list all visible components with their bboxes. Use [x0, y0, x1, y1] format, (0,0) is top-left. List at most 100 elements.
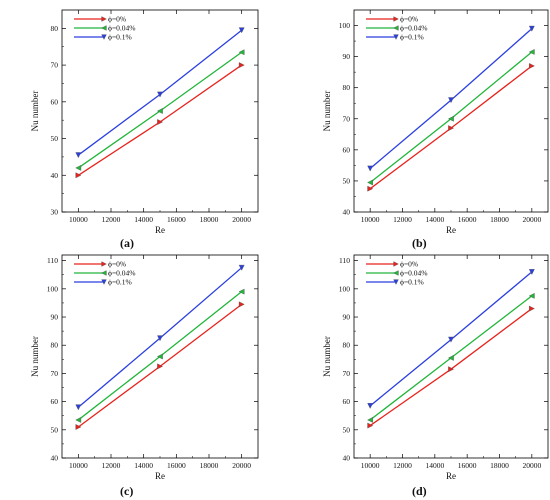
- legend-entry: ϕ=0.04%: [108, 24, 136, 33]
- data-point: [447, 115, 454, 122]
- series-line-1: [77, 64, 243, 176]
- x-axis-label: Re: [446, 225, 456, 235]
- y-tick-label: 40: [51, 454, 59, 463]
- data-point: [75, 172, 82, 179]
- legend-entry: ϕ=0.1%: [108, 33, 132, 42]
- x-tick-label: 16000: [167, 461, 186, 470]
- data-point: [157, 335, 163, 342]
- x-tick-label: 12000: [393, 215, 412, 224]
- panel-label-d: (d): [412, 484, 427, 498]
- y-tick-label: 30: [51, 208, 59, 217]
- legend-entry: ϕ=0%: [400, 260, 418, 269]
- x-tick-label: 12000: [393, 461, 412, 470]
- data-point: [238, 49, 245, 56]
- legend-entry: ϕ=0%: [108, 260, 126, 269]
- data-point: [528, 49, 535, 55]
- data-point: [157, 363, 164, 370]
- y-axis-label: Nu number: [322, 91, 332, 132]
- y-tick-label: 60: [343, 145, 351, 154]
- y-tick-label: 50: [51, 134, 59, 143]
- panel-label-c: (c): [120, 484, 134, 498]
- legend-entry: ϕ=0.1%: [400, 278, 424, 287]
- data-point: [528, 269, 535, 275]
- legend-marker: [393, 279, 399, 285]
- data-point: [448, 366, 455, 373]
- chart-panel-1: 10000 12000 14000 16000 18000 20000 30 40 50 60 70…: [30, 9, 259, 235]
- chart-panel-4: 10000 12000 14000 16000 18000 20000 40 50 60 70 80…: [322, 254, 549, 481]
- legend-marker: [101, 279, 107, 285]
- data-point: [75, 417, 82, 423]
- data-point: [238, 288, 245, 295]
- data-point: [75, 404, 82, 411]
- y-tick-label: 50: [343, 425, 351, 434]
- data-point: [529, 63, 535, 69]
- series-line-1: [369, 308, 533, 427]
- y-tick-label: 60: [51, 97, 59, 106]
- x-tick-label: 14000: [425, 215, 444, 224]
- y-axis-label: Nu number: [30, 91, 40, 132]
- data-point: [529, 305, 535, 312]
- x-tick-label: 14000: [134, 215, 153, 224]
- y-axis-label: Nu number: [322, 336, 332, 377]
- x-tick-label: 10000: [69, 461, 88, 470]
- legend-marker: [101, 25, 107, 31]
- legend-entry: ϕ=0.04%: [400, 24, 428, 33]
- y-tick-label: 40: [343, 454, 351, 463]
- legend-marker: [393, 270, 399, 276]
- data-point: [156, 108, 163, 114]
- legend-entry: ϕ=0.04%: [108, 269, 136, 278]
- legend-marker: [101, 34, 107, 40]
- data-point: [238, 27, 245, 34]
- data-point: [367, 179, 373, 186]
- x-tick-label: 16000: [458, 461, 477, 470]
- y-tick-label: 80: [343, 341, 351, 350]
- y-tick-label: 100: [339, 21, 351, 30]
- y-axis-label: Nu number: [30, 336, 40, 377]
- data-point: [238, 301, 245, 308]
- x-tick-label: 20000: [232, 461, 251, 470]
- y-tick-label: 70: [343, 369, 351, 378]
- data-point: [367, 417, 373, 423]
- y-tick-label: 100: [47, 284, 59, 293]
- y-tick-label: 70: [51, 369, 59, 378]
- data-point: [448, 336, 454, 343]
- x-tick-label: 12000: [102, 215, 121, 224]
- x-tick-label: 20000: [522, 215, 541, 224]
- y-tick-label: 80: [51, 341, 59, 350]
- data-point: [238, 264, 245, 271]
- y-tick-label: 110: [47, 256, 58, 265]
- y-tick-label: 80: [343, 83, 351, 92]
- x-tick-label: 20000: [522, 461, 541, 470]
- x-tick-label: 16000: [167, 215, 186, 224]
- data-point: [528, 25, 535, 32]
- x-tick-label: 12000: [102, 461, 121, 470]
- data-point: [367, 185, 374, 192]
- data-point: [75, 424, 82, 430]
- y-tick-label: 80: [51, 24, 59, 33]
- x-tick-label: 16000: [458, 215, 477, 224]
- data-point: [367, 422, 374, 429]
- x-tick-label: 18000: [200, 461, 219, 470]
- x-tick-label: 10000: [69, 215, 88, 224]
- data-point: [447, 354, 454, 361]
- y-tick-label: 90: [51, 313, 59, 322]
- y-tick-label: 60: [343, 397, 351, 406]
- panel-label-b: (b): [412, 236, 427, 250]
- legend-marker: [393, 16, 399, 22]
- x-tick-label: 10000: [361, 215, 380, 224]
- data-point: [448, 125, 455, 132]
- data-point: [367, 165, 374, 172]
- y-tick-label: 70: [51, 61, 59, 70]
- panel-label-a: (a): [120, 236, 134, 250]
- legend-entry: ϕ=0%: [108, 15, 126, 24]
- y-tick-label: 60: [51, 397, 59, 406]
- legend-entry: ϕ=0.04%: [400, 269, 428, 278]
- x-tick-label: 18000: [490, 461, 509, 470]
- data-point: [157, 119, 164, 125]
- legend-marker: [393, 261, 399, 267]
- y-tick-label: 50: [51, 425, 59, 434]
- legend-marker: [101, 270, 107, 276]
- y-tick-label: 100: [339, 284, 351, 293]
- y-tick-label: 90: [343, 313, 351, 322]
